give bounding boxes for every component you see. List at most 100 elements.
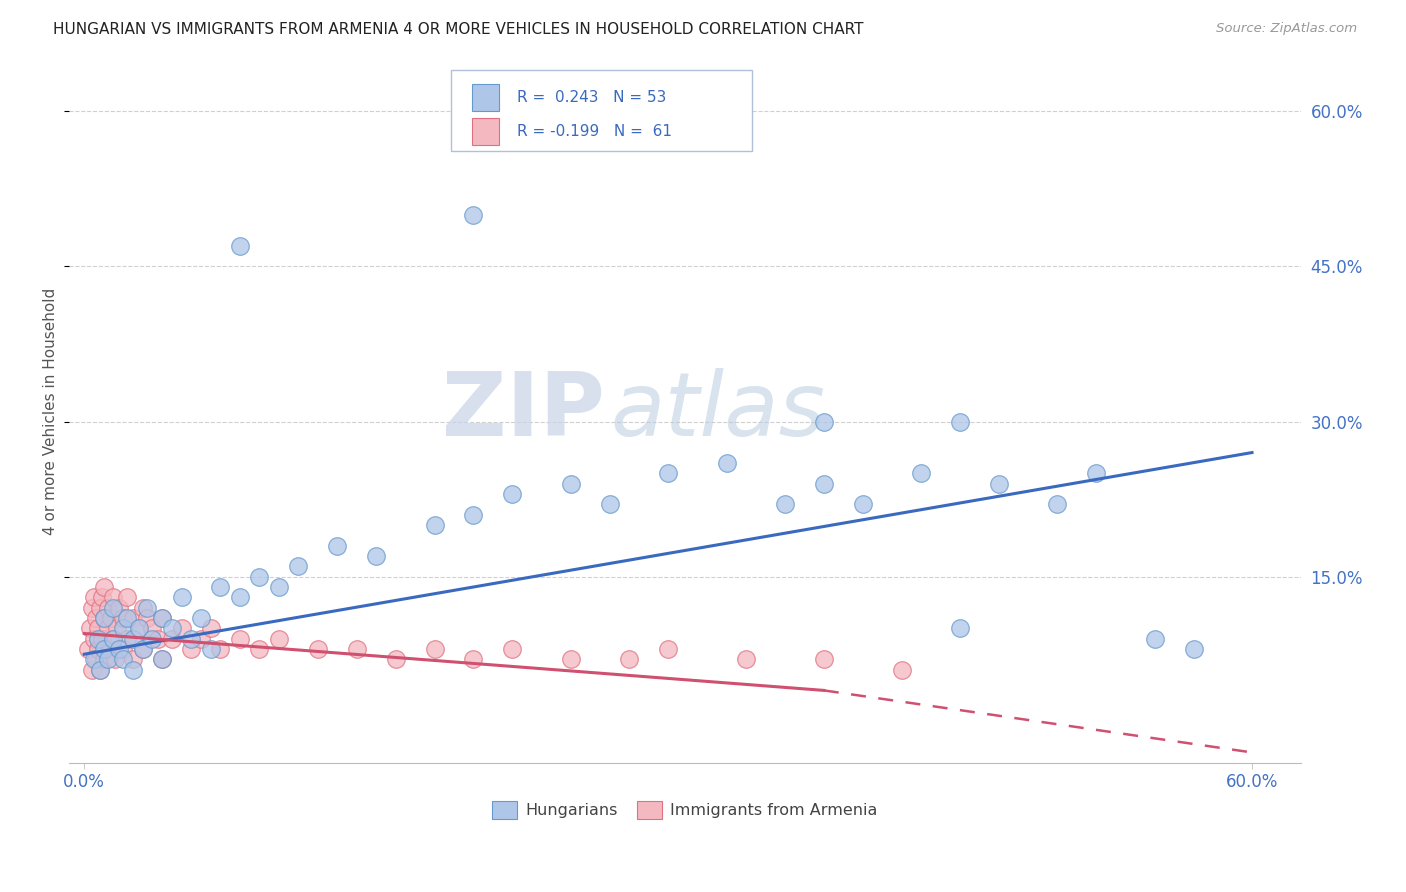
Point [122,652,145,666]
Point [463,652,485,666]
Point [150,611,173,625]
Point [148,632,170,646]
Point [135,611,157,625]
Point [93,642,115,657]
Point [949,621,972,635]
Point [229,238,252,252]
Point [103,632,125,646]
Point [949,415,972,429]
Point [90,591,112,605]
Point [267,580,290,594]
Point [170,591,193,605]
Point [813,476,835,491]
Point [87,621,110,635]
Point [773,497,796,511]
Point [190,632,212,646]
Point [112,652,135,666]
Point [141,632,163,646]
Point [122,611,145,625]
Point [105,621,128,635]
Point [135,600,157,615]
Point [1143,632,1166,646]
Text: R =  0.243   N = 53: R = 0.243 N = 53 [517,90,666,105]
Point [128,621,150,635]
Point [267,632,290,646]
Point [200,621,222,635]
Point [1046,497,1069,511]
Point [463,208,485,222]
Point [84,652,107,666]
Point [131,642,153,657]
Point [200,642,222,657]
Point [93,611,115,625]
Point [115,611,138,625]
Point [384,652,406,666]
Point [910,467,932,481]
FancyBboxPatch shape [471,118,499,145]
Point [423,517,446,532]
Point [209,642,232,657]
Point [79,621,101,635]
Point [89,600,111,615]
Point [90,632,112,646]
Point [103,591,125,605]
Point [150,611,173,625]
Point [89,663,111,677]
Y-axis label: 4 or more Vehicles in Household: 4 or more Vehicles in Household [44,287,58,535]
Point [180,632,202,646]
Point [131,642,153,657]
Point [150,652,173,666]
Point [93,611,115,625]
Point [103,632,125,646]
FancyBboxPatch shape [450,70,752,151]
Point [93,580,115,594]
Point [229,632,252,646]
Point [180,642,202,657]
Point [326,539,349,553]
Point [150,652,173,666]
Point [131,600,153,615]
Point [87,642,110,657]
Point [97,652,120,666]
Point [122,632,145,646]
Point [716,456,738,470]
Point [657,642,679,657]
Point [560,476,582,491]
Point [657,467,679,481]
Point [852,497,875,511]
Point [1182,642,1205,657]
Point [87,632,110,646]
Point [190,611,212,625]
Point [80,600,103,615]
Point [501,487,523,501]
Point [89,663,111,677]
Point [287,559,309,574]
Point [115,632,138,646]
Point [619,652,641,666]
Point [1085,467,1108,481]
Point [104,652,127,666]
Point [83,632,105,646]
Point [813,415,835,429]
Point [112,642,135,657]
Point [229,591,252,605]
Point [103,600,125,615]
Point [108,600,131,615]
Point [83,591,105,605]
Point [209,580,232,594]
Legend: Hungarians, Immigrants from Armenia: Hungarians, Immigrants from Armenia [485,795,884,825]
Point [170,621,193,635]
Point [735,652,758,666]
Point [112,611,135,625]
Point [249,642,271,657]
Point [84,611,107,625]
Text: ZIP: ZIP [441,368,605,455]
Text: atlas: atlas [610,368,825,454]
Point [599,497,621,511]
Text: R = -0.199   N =  61: R = -0.199 N = 61 [517,124,672,139]
Point [128,621,150,635]
Point [813,652,835,666]
Point [366,549,388,563]
Point [307,642,329,657]
Point [160,632,183,646]
